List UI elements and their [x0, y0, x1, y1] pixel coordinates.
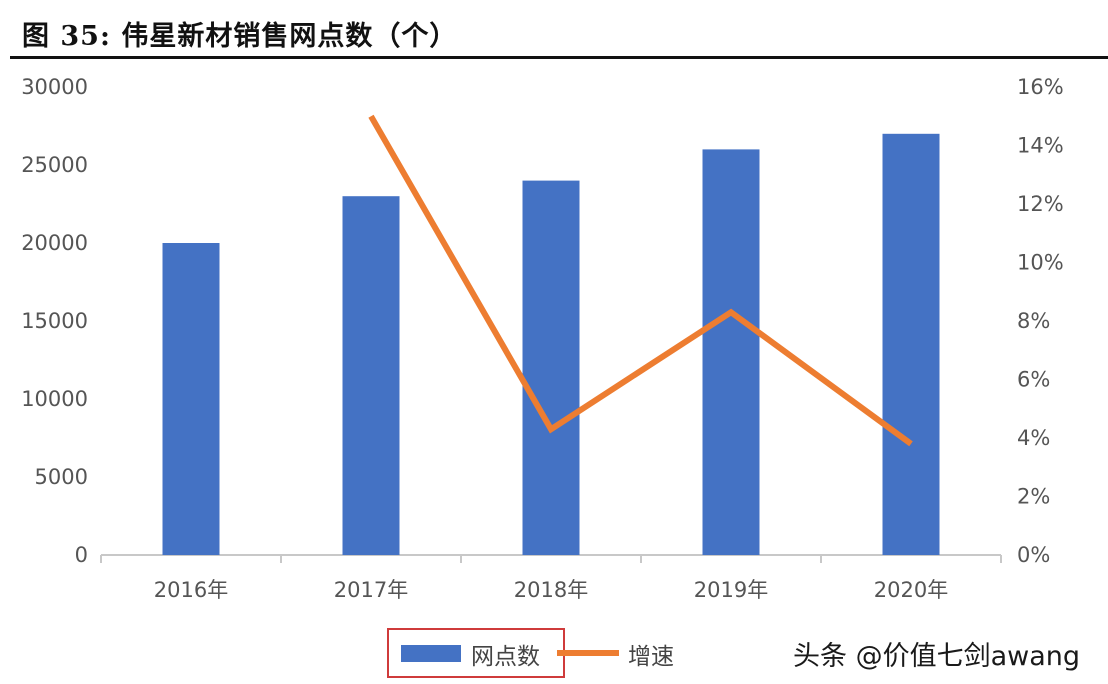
bar — [162, 243, 220, 555]
y-left-tick-label: 20000 — [21, 231, 88, 255]
watermark-text: 头条 @价值七剑awang — [793, 641, 1081, 672]
x-tick-label: 2017年 — [334, 578, 408, 602]
y-left-tick-label: 15000 — [21, 309, 88, 333]
y-axis-left: 0 5000 10000 15000 20000 25000 30000 — [21, 75, 88, 567]
legend-swatch-line — [557, 650, 619, 656]
bar — [522, 180, 580, 555]
x-tick-label: 2016年 — [154, 578, 228, 602]
y-axis-right: 0% 2% 4% 6% 8% 10% 12% 14% 16% — [1017, 75, 1064, 567]
y-left-tick-label: 5000 — [35, 465, 88, 489]
y-right-tick-label: 0% — [1017, 543, 1050, 567]
y-right-tick-label: 16% — [1017, 75, 1064, 99]
bar — [342, 196, 400, 555]
y-right-tick-label: 2% — [1017, 485, 1050, 509]
legend-swatch-bar — [401, 645, 461, 662]
bar — [702, 149, 760, 555]
chart-title: 图 35: 伟星新材销售网点数（个） — [22, 21, 458, 52]
legend-label-bar: 网点数 — [471, 644, 540, 670]
y-left-tick-label: 30000 — [21, 75, 88, 99]
y-right-tick-label: 8% — [1017, 309, 1050, 333]
title-divider — [10, 56, 1108, 59]
x-tick-label: 2020年 — [874, 578, 948, 602]
x-axis-labels: 2016年 2017年 2018年 2019年 2020年 — [154, 578, 948, 602]
y-right-tick-label: 10% — [1017, 251, 1064, 275]
y-left-tick-label: 10000 — [21, 387, 88, 411]
x-axis-ticks — [100, 555, 1002, 563]
growth-rate-line — [368, 114, 913, 447]
line-series — [368, 114, 913, 447]
y-left-tick-label: 0 — [75, 543, 88, 567]
legend-label-line: 增速 — [628, 644, 674, 670]
y-right-tick-label: 6% — [1017, 368, 1050, 392]
y-left-tick-label: 25000 — [21, 153, 88, 177]
bar — [882, 133, 940, 556]
y-right-tick-label: 4% — [1017, 426, 1050, 450]
y-right-tick-label: 14% — [1017, 134, 1064, 158]
x-tick-label: 2019年 — [694, 578, 768, 602]
x-tick-label: 2018年 — [514, 578, 588, 602]
bar-series — [162, 133, 940, 556]
y-right-tick-label: 12% — [1017, 192, 1064, 216]
